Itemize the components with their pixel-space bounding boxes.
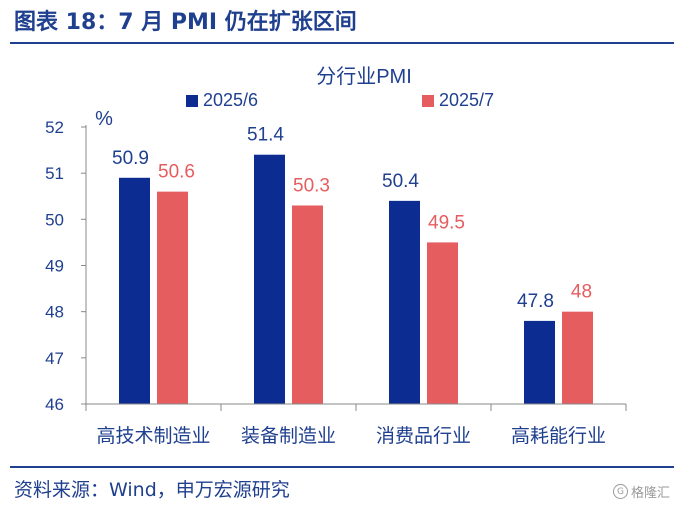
- bars-group: 50.9 50.6 51.4 50.3 50.4 49.5 47.8 48: [112, 125, 593, 404]
- source-divider: [10, 466, 674, 468]
- data-label: 50.9: [112, 148, 149, 169]
- x-category-label: 高耗能行业: [511, 425, 606, 447]
- y-tick-label: 47: [45, 349, 64, 368]
- watermark: G 格隆汇: [612, 482, 670, 501]
- data-label: 51.4: [247, 125, 284, 146]
- data-label: 49.5: [428, 212, 465, 233]
- y-tick-label: 51: [45, 164, 64, 183]
- y-tick-label: 48: [45, 303, 64, 322]
- y-axis-unit-label: %: [95, 108, 113, 130]
- source-note: 资料来源：Wind，申万宏源研究: [14, 479, 290, 501]
- legend-swatch-2025-6: [186, 95, 198, 107]
- data-label: 50.6: [158, 162, 195, 183]
- bar-2025-6-1: [119, 177, 150, 404]
- figure-title: 图表 18：7 月 PMI 仍在扩张区间: [14, 10, 357, 35]
- y-tick-label: 46: [45, 395, 64, 414]
- x-axis: 高技术制造业 装备制造业 消费品行业 高耗能行业: [85, 403, 627, 447]
- y-axis: 46 47 48 49 50 51 52: [45, 118, 87, 414]
- legend-label-2025-6: 2025/6: [203, 90, 258, 110]
- legend-label-2025-7: 2025/7: [439, 90, 494, 110]
- bar-2025-6-2: [254, 154, 285, 404]
- bar-chart: 分行业PMI % 2025/6 2025/7 46 47 48 49 50 51 52 50…: [45, 65, 627, 447]
- y-tick-label: 50: [45, 210, 64, 229]
- legend-swatch-2025-7: [422, 95, 434, 107]
- bar-2025-7-4: [562, 311, 593, 404]
- bar-2025-6-3: [389, 200, 420, 404]
- watermark-text: 格隆汇: [630, 486, 670, 501]
- title-divider: [10, 42, 674, 44]
- bar-2025-7-2: [292, 205, 323, 404]
- legend: 2025/6 2025/7: [186, 90, 494, 110]
- data-label: 48: [571, 282, 592, 303]
- y-tick-label: 49: [45, 257, 64, 276]
- data-label: 50.3: [293, 175, 330, 196]
- data-label: 47.8: [517, 291, 554, 312]
- bar-2025-6-4: [524, 320, 555, 404]
- chart-title: 分行业PMI: [316, 65, 412, 88]
- x-category-label: 消费品行业: [376, 425, 471, 447]
- data-label: 50.4: [382, 171, 419, 192]
- watermark-logo-icon: G: [612, 484, 628, 499]
- x-category-label: 高技术制造业: [96, 425, 210, 447]
- x-category-label: 装备制造业: [241, 425, 336, 447]
- bar-2025-7-3: [427, 242, 458, 404]
- y-tick-label: 52: [45, 118, 64, 137]
- bar-2025-7-1: [157, 191, 188, 404]
